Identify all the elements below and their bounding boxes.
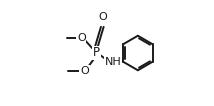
Text: O: O (77, 33, 86, 43)
Text: O: O (80, 66, 89, 76)
Text: O: O (98, 12, 107, 22)
Text: P: P (93, 47, 100, 59)
Text: NH: NH (104, 57, 121, 67)
